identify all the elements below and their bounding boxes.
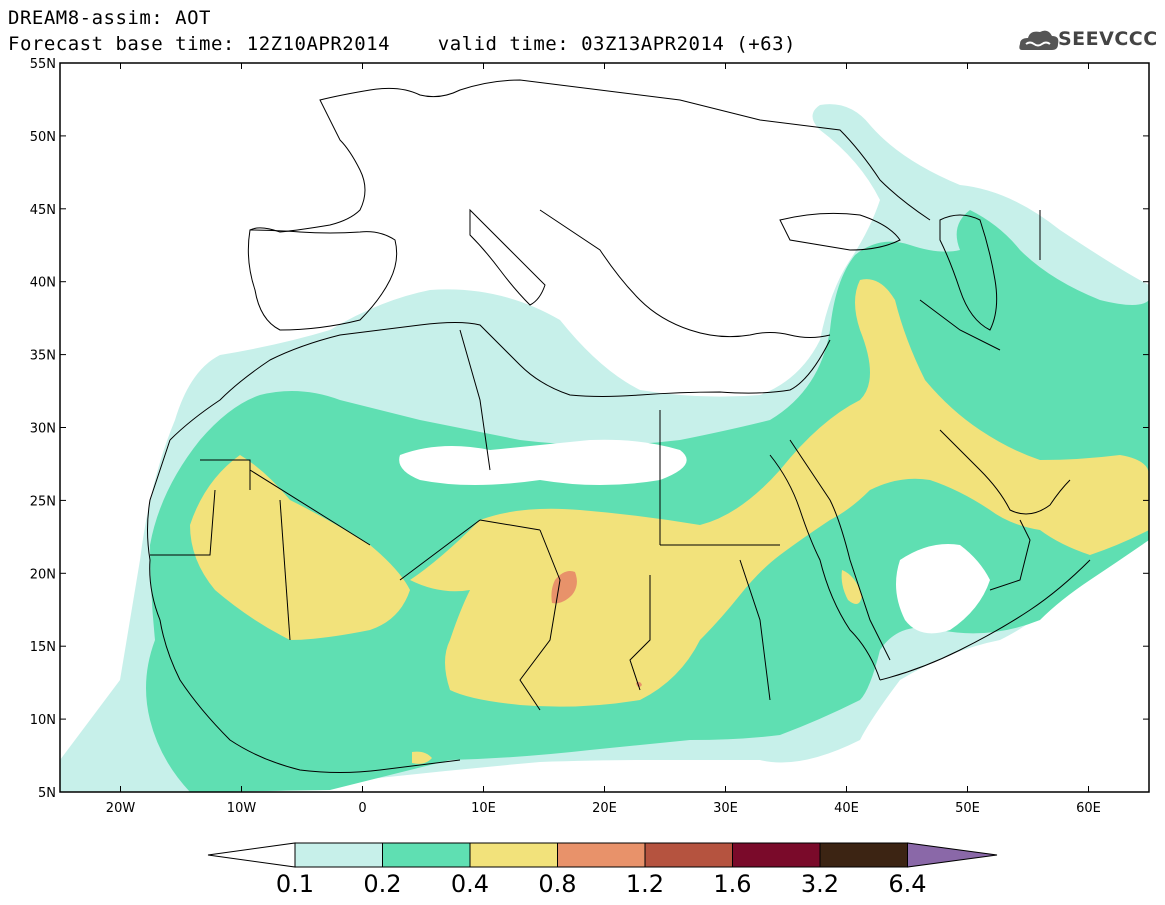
balkans-coast [539, 209, 831, 338]
border-line [479, 519, 541, 531]
west-africa-coast [147, 439, 461, 773]
lat-label: 40N [30, 276, 56, 291]
lat-label: 10N [30, 713, 56, 728]
aot-layer-0-4-west [190, 455, 410, 640]
border-line [919, 299, 1001, 351]
border-line [629, 575, 651, 691]
border-line [249, 469, 371, 546]
lon-label: 20E [592, 801, 617, 816]
colorbar-label: 3.2 [801, 870, 839, 898]
lat-label: 35N [30, 349, 56, 364]
lon-label: 10W [227, 801, 257, 816]
clear-air-patch-sahara [399, 439, 687, 485]
border-line [989, 519, 1031, 591]
lon-label: 20W [106, 801, 136, 816]
map-title: DREAM8-assim: AOT [8, 7, 211, 29]
colorbar: 0.1 0.2 0.4 0.8 1.2 1.6 3.2 6.4 [207, 842, 998, 898]
border-line [399, 519, 481, 581]
clear-air-patch-arabia [896, 544, 990, 634]
lon-label: 40E [834, 801, 859, 816]
colorbar-under-arrow [207, 842, 296, 868]
logo-text: SEEVCCC [1058, 28, 1158, 50]
italy-outline [469, 208, 546, 306]
colorbar-swatch [644, 842, 733, 868]
lat-label: 50N [30, 130, 56, 145]
caspian-outline [939, 214, 998, 331]
colorbar-label: 1.2 [626, 870, 664, 898]
forecast-time-subtitle: Forecast base time: 12Z10APR2014 valid t… [8, 33, 796, 55]
coastlines-borders [147, 79, 1091, 773]
colorbar-label: 6.4 [888, 870, 926, 898]
lat-label: 45N [30, 203, 56, 218]
lat-label: 55N [30, 57, 56, 72]
lat-label: 25N [30, 494, 56, 509]
lat-label: 5N [38, 786, 56, 801]
lon-label: 50E [955, 801, 980, 816]
lon-label: 10E [471, 801, 496, 816]
cloud-logo-icon [1019, 30, 1059, 50]
lat-axis: 55N 50N 45N 40N 35N 30N 25N 20N 15N 10N 5N [30, 57, 1149, 801]
iberia-outline [247, 229, 398, 331]
border-line [279, 499, 291, 641]
colorbar-label: 0.2 [363, 870, 401, 898]
colorbar-swatch [557, 842, 646, 868]
colorbar-swatch [469, 842, 558, 868]
black-sea-outline [779, 212, 901, 251]
lon-label: 60E [1076, 801, 1101, 816]
colorbar-label: 0.1 [276, 870, 314, 898]
border-line [459, 329, 491, 471]
lon-label: 0 [358, 801, 366, 816]
colorbar-over-arrow [907, 842, 998, 868]
red-sea-east [789, 439, 891, 661]
border-line [200, 459, 251, 490]
colorbar-swatch [294, 842, 383, 868]
red-sea-west [769, 454, 881, 681]
europe-coast [249, 79, 931, 233]
aot-layer-0-4-south-patch [412, 751, 432, 764]
arabia-south-coast [879, 559, 1091, 681]
lat-label: 30N [30, 422, 56, 437]
colorbar-label: 0.8 [538, 870, 576, 898]
colorbar-swatch [732, 842, 821, 868]
north-africa-coast [169, 322, 831, 441]
lat-label: 20N [30, 567, 56, 582]
aot-layer-0-4-central [410, 279, 1149, 707]
aot-fields [60, 104, 1149, 792]
lon-axis: 20W 10W 0 10E 20E 30E 40E 50E 60E [106, 63, 1101, 816]
colorbar-swatch [382, 842, 471, 868]
border-line [519, 529, 561, 711]
colorbar-label: 1.6 [713, 870, 751, 898]
colorbar-label: 0.4 [451, 870, 489, 898]
arabian-gulf [939, 429, 1071, 515]
lon-label: 30E [713, 801, 738, 816]
lat-label: 15N [30, 640, 56, 655]
border-line [739, 559, 771, 701]
colorbar-swatch [819, 842, 908, 868]
aot-layer-0-4-east-patch [841, 570, 862, 604]
border-line [150, 489, 216, 556]
